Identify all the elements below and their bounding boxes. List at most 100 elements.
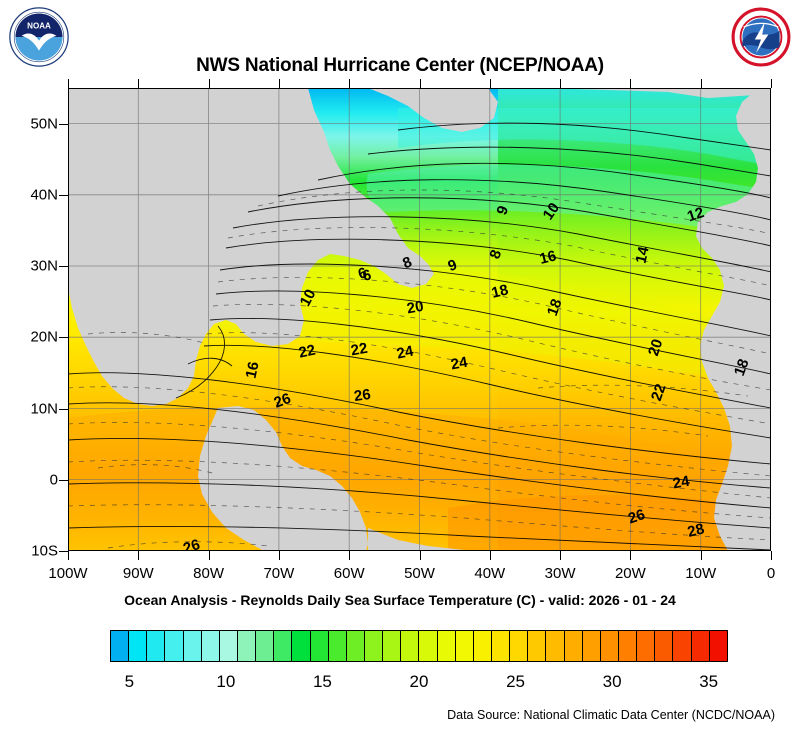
colorbar-cell [528, 631, 547, 661]
x-tick-mark [700, 551, 702, 560]
y-tick-label: 20N [30, 328, 58, 346]
contour-label: 14 [633, 244, 653, 264]
y-tick-label: 10S [31, 542, 58, 560]
contour-label: 26 [626, 506, 647, 527]
x-tick-mark [138, 551, 140, 560]
colorbar-cell [129, 631, 148, 661]
contour-label: 16 [538, 247, 558, 268]
contour-label: 26 [181, 536, 202, 551]
y-tick-mark [59, 551, 68, 552]
contour-label: 22 [350, 340, 369, 360]
colorbar-cell [147, 631, 166, 661]
colorbar-cell [274, 631, 293, 661]
contour-label: 24 [450, 354, 470, 374]
colorbar-cell [364, 631, 384, 661]
y-tick-label: 40N [30, 186, 58, 204]
sst-map: 6 8 9 10 12 8 9 16 14 10 6 18 20 18 16 22 22 24 24 20 18 22 26… [68, 88, 771, 551]
x-tick-mark-top [419, 79, 421, 88]
contour-label: 22 [648, 382, 670, 403]
colorbar-tick-label: 15 [312, 672, 332, 691]
colorbar-cell [546, 631, 565, 661]
contour-label: 20 [645, 337, 666, 358]
x-tick-label: 80W [193, 565, 225, 582]
contour-label: 12 [685, 204, 706, 225]
contour-label: 28 [686, 520, 706, 541]
colorbar-cell [256, 631, 275, 661]
colorbar-cell [600, 631, 619, 661]
x-tick-mark-top [138, 79, 140, 88]
x-tick-label: 90W [122, 565, 154, 582]
contour-label: 18 [490, 281, 510, 302]
x-tick-mark [560, 551, 562, 560]
colorbar-cell [437, 631, 456, 661]
contour-label: 24 [672, 473, 692, 493]
x-tick-label: 30W [544, 565, 576, 582]
colorbar-cell [709, 631, 727, 661]
contour-label: 22 [297, 342, 317, 362]
chart-subtitle: Ocean Analysis - Reynolds Daily Sea Surf… [124, 592, 676, 608]
colorbar-cell [491, 631, 511, 661]
contour-lines-minor [68, 189, 771, 549]
colorbar [110, 630, 728, 662]
y-tick-label: 50N [30, 115, 58, 133]
colorbar-cell [673, 631, 692, 661]
colorbar-cell [510, 631, 529, 661]
y-tick-mark [59, 123, 68, 125]
x-tick-label: 20W [614, 565, 646, 582]
contour-label: 10 [540, 200, 563, 223]
contour-label: 10 [297, 287, 320, 310]
x-tick-mark-top [700, 79, 702, 88]
y-tick-mark [59, 479, 68, 481]
colorbar-cell [292, 631, 311, 661]
y-tick-mark [59, 194, 68, 196]
nws-logo [730, 6, 792, 68]
contour-lines [68, 122, 771, 551]
colorbar-cell [383, 631, 402, 661]
contour-label: 6 [361, 266, 373, 285]
x-tick-mark [489, 551, 491, 560]
colorbar-cell [655, 631, 674, 661]
x-tick-mark [278, 551, 280, 560]
contour-label: 18 [544, 297, 566, 318]
data-source-note: Data Source: National Climatic Data Cent… [447, 708, 775, 722]
colorbar-tick-label: 30 [602, 672, 622, 691]
colorbar-cell [201, 631, 220, 661]
noaa-logo: NOAA [8, 6, 70, 68]
svg-text:NOAA: NOAA [27, 21, 51, 30]
x-tick-mark [349, 551, 351, 560]
x-tick-mark-top [560, 79, 562, 88]
colorbar-strip [110, 630, 728, 662]
y-tick-mark [59, 337, 68, 339]
colorbar-cell [346, 631, 365, 661]
x-tick-mark-top [349, 79, 351, 88]
y-tick-mark [59, 408, 68, 410]
contour-label: 26 [272, 390, 293, 412]
contour-label: 16 [243, 360, 263, 380]
contour-label: 26 [353, 386, 372, 405]
colorbar-tick-label: 25 [506, 672, 526, 691]
colorbar-cell [219, 631, 238, 661]
graticule [68, 88, 771, 551]
x-tick-mark-top [208, 79, 210, 88]
x-tick-mark-top [630, 79, 632, 88]
x-tick-mark [419, 551, 421, 560]
x-tick-label: 0 [766, 565, 776, 582]
y-tick-label: 0 [49, 471, 58, 489]
colorbar-cell [183, 631, 202, 661]
contour-label: 24 [395, 342, 415, 362]
x-tick-mark-top [771, 79, 772, 88]
colorbar-cell [637, 631, 656, 661]
x-tick-mark-top [489, 79, 491, 88]
colorbar-cell [582, 631, 601, 661]
colorbar-cell [455, 631, 474, 661]
colorbar-cell [111, 631, 130, 661]
x-tick-label: 40W [474, 565, 506, 582]
y-tick-label: 10N [30, 400, 58, 418]
map-field [68, 88, 771, 551]
x-tick-label: 60W [333, 565, 365, 582]
x-tick-mark-top [278, 79, 280, 88]
colorbar-cell [328, 631, 347, 661]
x-tick-label: 50W [404, 565, 435, 582]
colorbar-tick-label: 35 [699, 672, 719, 691]
